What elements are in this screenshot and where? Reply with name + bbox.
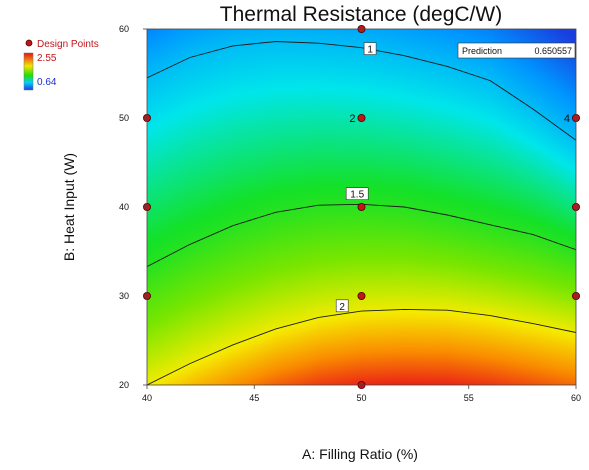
contour-label: 2 <box>339 302 345 313</box>
design-point-label: 2 <box>349 113 355 125</box>
contour-label-box <box>335 299 349 313</box>
x-axis-ticks: 40 45 50 55 60 <box>142 385 581 403</box>
design-point <box>357 114 366 123</box>
x-tick-label: 55 <box>464 393 474 403</box>
legend-color-bar <box>23 52 34 91</box>
y-axis-label: B: Heat Input (W) <box>61 153 77 261</box>
legend-design-points-label: Design Points <box>37 39 99 50</box>
design-point <box>357 202 366 211</box>
x-tick-label: 50 <box>356 393 366 403</box>
legend-max-value: 2.55 <box>37 53 57 64</box>
contour-line-1 <box>147 41 576 141</box>
y-tick-label: 60 <box>119 24 129 34</box>
legend-min-value: 0.64 <box>37 77 57 88</box>
contour-line-2 <box>147 308 576 385</box>
y-tick-label: 40 <box>119 202 129 212</box>
legend: Design Points 2.55 0.64 <box>23 39 99 91</box>
y-axis-ticks: 20 30 40 50 60 <box>119 24 147 390</box>
contour-labels: 11.52 <box>335 42 377 313</box>
y-tick-label: 50 <box>119 113 129 123</box>
contour-label: 1 <box>367 45 373 56</box>
x-axis-label: A: Filling Ratio (%) <box>302 446 418 462</box>
prediction-box: Prediction 0.650557 <box>457 42 576 59</box>
x-tick-label: 40 <box>142 393 152 403</box>
contour-label-box <box>345 187 369 200</box>
contour-label-box <box>363 42 377 55</box>
chart-title: Thermal Resistance (degC/W) <box>220 3 502 26</box>
y-tick-label: 20 <box>119 380 129 390</box>
prediction-value: 0.650557 <box>534 46 572 56</box>
x-tick-label: 45 <box>249 393 259 403</box>
x-tick-label: 60 <box>571 393 581 403</box>
contour-label: 1.5 <box>350 190 364 201</box>
design-point <box>357 291 366 300</box>
design-point-label: 4 <box>564 113 570 125</box>
y-tick-label: 30 <box>119 291 129 301</box>
prediction-label: Prediction <box>462 46 502 56</box>
legend-design-point-marker <box>25 39 33 47</box>
